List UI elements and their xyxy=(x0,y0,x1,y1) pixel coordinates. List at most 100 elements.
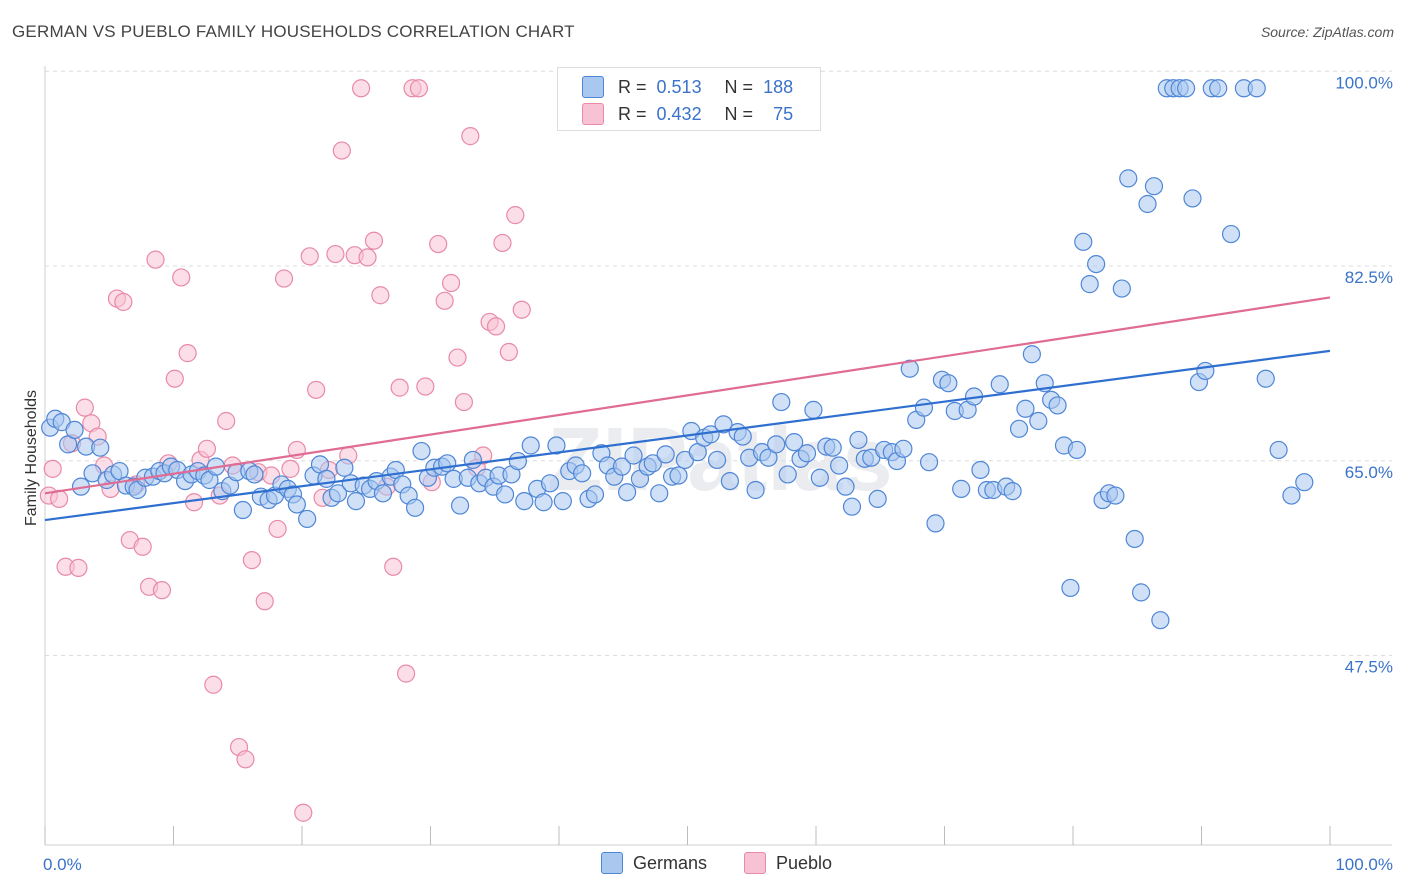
trend-lines xyxy=(44,296,1331,522)
pueblo-point xyxy=(486,317,506,336)
germans-point xyxy=(612,457,632,476)
pueblo-point xyxy=(441,273,461,293)
germans-point xyxy=(1074,232,1093,251)
germans-point xyxy=(515,492,534,511)
germans-point xyxy=(298,509,317,529)
germans-point xyxy=(287,495,306,514)
germans-point xyxy=(939,374,958,393)
pueblo-point xyxy=(242,551,261,570)
pueblo-point xyxy=(506,206,525,225)
germans-point xyxy=(1144,177,1164,196)
germans-point xyxy=(233,500,252,520)
germans-point xyxy=(463,450,483,470)
pueblo-point xyxy=(204,675,223,694)
legend-n-label: N = xyxy=(724,76,754,97)
germans-point xyxy=(849,430,868,450)
germans-point xyxy=(1132,583,1151,602)
germans-point xyxy=(373,484,393,503)
germans-point xyxy=(830,456,849,475)
germans-point xyxy=(804,400,823,419)
germans-point xyxy=(585,485,605,504)
germans-point xyxy=(573,464,592,483)
germans-point xyxy=(412,441,431,461)
germans-point xyxy=(707,450,727,470)
x-tick-label: 0.0% xyxy=(43,855,82,874)
germans-point xyxy=(1009,419,1029,438)
pueblo-point xyxy=(435,291,454,310)
germans-point xyxy=(720,471,740,491)
pueblo-point xyxy=(69,558,88,577)
pueblo-point xyxy=(352,79,371,98)
legend-item-pueblo: Pueblo xyxy=(744,852,832,874)
pueblo-point xyxy=(358,248,377,267)
pueblo-point xyxy=(371,286,390,305)
legend-label-pueblo: Pueblo xyxy=(776,852,833,873)
germans-trend-line xyxy=(44,349,1331,522)
y-axis-label: Family Households xyxy=(23,390,40,526)
germans-point xyxy=(540,474,560,493)
pueblo-point xyxy=(133,537,152,556)
germans-point xyxy=(1256,369,1275,388)
legend-r-label: R = xyxy=(618,76,647,97)
legend-r-label: R = xyxy=(618,103,647,124)
germans-point xyxy=(328,484,348,503)
y-tick-label: 47.5% xyxy=(1345,658,1393,677)
grid-lines xyxy=(45,70,1392,657)
germans-point xyxy=(971,460,990,480)
germans-point xyxy=(810,468,829,487)
pueblo-point xyxy=(384,557,403,576)
germans-point xyxy=(836,477,855,496)
pueblo-point xyxy=(197,439,217,458)
pueblo-point xyxy=(43,459,62,478)
pueblo-point xyxy=(114,292,133,312)
pueblo-point xyxy=(75,398,94,417)
pueblo-point xyxy=(416,377,435,396)
germans-point xyxy=(1221,224,1241,244)
germans-point xyxy=(91,438,110,457)
germans-point xyxy=(914,398,934,417)
pueblo-point xyxy=(281,459,300,478)
germans-point xyxy=(1183,189,1202,208)
pueblo-point xyxy=(326,244,345,264)
germans-point xyxy=(335,458,354,477)
germans-point xyxy=(919,453,939,472)
tick-labels: 47.5% 65.0% 82.5% 100.0% 0.0% 100.0% xyxy=(43,73,1393,874)
germans-point xyxy=(990,375,1009,394)
pueblo-point xyxy=(236,750,255,769)
chart-title: GERMAN VS PUEBLO FAMILY HOUSEHOLDS CORRE… xyxy=(12,22,575,41)
legend-r-value: 0.513 xyxy=(656,76,702,97)
pueblo-point xyxy=(274,269,294,288)
germans-point xyxy=(1176,79,1196,98)
germans-point xyxy=(245,465,264,484)
germans-point xyxy=(669,466,688,485)
pueblo-point xyxy=(499,342,518,362)
germans-point xyxy=(1003,482,1022,501)
legend-n-value: 75 xyxy=(773,103,794,124)
pueblo-point xyxy=(512,300,531,319)
pueblo-point xyxy=(300,247,319,266)
germans-point xyxy=(785,433,804,452)
germans-point xyxy=(1119,169,1138,188)
germans-point xyxy=(1087,254,1106,274)
germans-point xyxy=(714,415,733,434)
pueblo-point xyxy=(172,268,191,287)
pueblo-trend-line xyxy=(44,296,1331,495)
germans-point xyxy=(521,436,540,455)
pueblo-point xyxy=(461,127,480,146)
pueblo-point xyxy=(493,233,512,253)
germans-point xyxy=(842,497,862,516)
germans-point xyxy=(1112,279,1131,298)
germans-point xyxy=(65,420,84,440)
germans-point xyxy=(1196,361,1215,381)
y-tick-label: 100.0% xyxy=(1335,73,1393,92)
germans-point xyxy=(405,498,425,517)
legend-label-germans: Germans xyxy=(633,852,708,873)
pueblo-point xyxy=(429,234,448,254)
legend-r-value: 0.432 xyxy=(656,103,702,124)
germans-point xyxy=(346,492,366,511)
pueblo-point xyxy=(448,348,467,367)
germans-point xyxy=(438,454,457,473)
germans-point xyxy=(746,480,765,500)
germans-point xyxy=(894,439,913,458)
